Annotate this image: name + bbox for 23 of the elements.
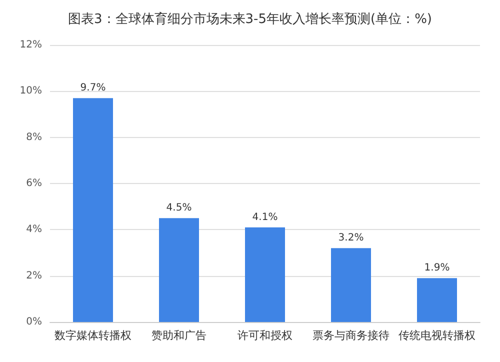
- y-tick-label: 10%: [20, 86, 42, 97]
- x-tick-label: 赞助和广告: [152, 329, 206, 342]
- data-label: 4.1%: [252, 212, 278, 223]
- bar: [73, 98, 113, 322]
- bar: [417, 278, 457, 322]
- x-tick-label: 数字媒体转播权: [54, 329, 132, 342]
- data-label: 9.7%: [80, 82, 106, 94]
- y-tick-label: 4%: [26, 224, 42, 236]
- data-label: 3.2%: [338, 232, 364, 244]
- bar: [159, 218, 199, 322]
- data-label: 4.5%: [166, 202, 192, 214]
- y-tick-label: 0%: [26, 316, 42, 328]
- y-tick-label: 12%: [20, 40, 42, 50]
- bar: [245, 227, 285, 322]
- y-tick-label: 6%: [26, 178, 42, 189]
- x-tick-label: 传统电视转播权: [398, 329, 476, 342]
- x-tick-label: 票务与商务接待: [312, 329, 390, 342]
- y-tick-label: 8%: [26, 132, 42, 143]
- bar: [331, 248, 371, 322]
- chart-title: 图表3：全球体育细分市场未来3-5年收入增长率预测(单位：%): [68, 11, 432, 27]
- x-tick-label: 许可和授权: [238, 329, 292, 342]
- y-tick-label: 2%: [26, 270, 42, 282]
- data-label: 1.9%: [424, 262, 450, 274]
